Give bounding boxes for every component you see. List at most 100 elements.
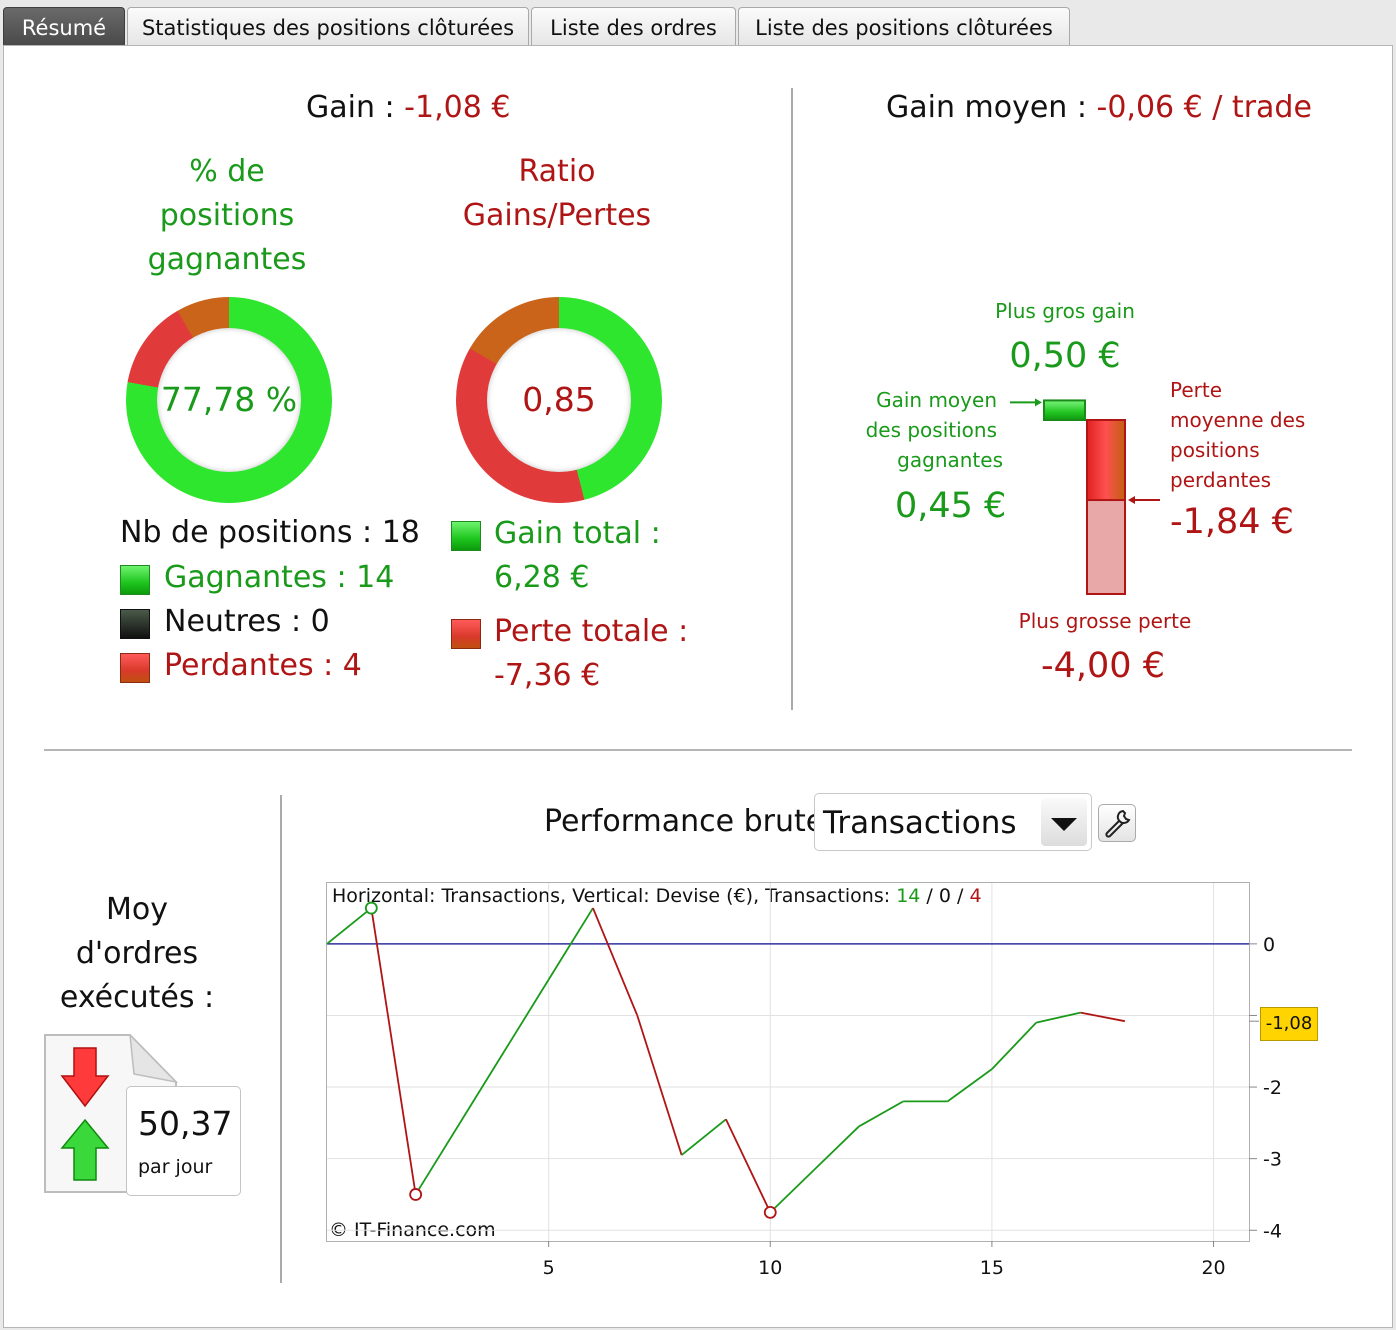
extreme-marker <box>364 901 378 915</box>
avg-loss-bar <box>1086 419 1126 502</box>
ratio-title-line: Ratio <box>518 154 596 189</box>
equity-segment <box>547 907 594 981</box>
ratio-title-line: Gains/Pertes <box>462 198 652 233</box>
chart-count-neutral: 0 <box>938 885 951 907</box>
down-arrow-icon <box>60 1047 110 1108</box>
positions-total: Nb de positions : 18 <box>120 515 420 550</box>
gain-title: Gain : -1,08 € <box>306 90 510 125</box>
orders-unit: par jour <box>138 1156 213 1178</box>
average-gain-title: Gain moyen : -0,06 € / trade <box>886 90 1312 125</box>
avg-loser-value: -1,84 € <box>1170 502 1294 542</box>
tab-order-list[interactable]: Liste des ordres <box>531 7 736 45</box>
section-divider-lower <box>280 795 282 1283</box>
winners-count: Gagnantes : 14 <box>164 560 395 595</box>
equity-segment <box>414 1122 461 1195</box>
equity-segment <box>503 979 550 1052</box>
chart-separator: / <box>920 885 939 907</box>
tab-bar: Résumé Statistiques des positions clôtur… <box>0 0 1396 46</box>
equity-segment <box>592 907 639 1016</box>
avg-loser-label-line: Perte <box>1170 378 1223 402</box>
performance-mode-select[interactable]: Transactions <box>814 793 1092 851</box>
chart-separator: / <box>950 885 970 907</box>
tab-closed-stats[interactable]: Statistiques des positions clôturées <box>127 7 529 45</box>
y-tick-label: -3 <box>1263 1149 1282 1171</box>
orders-title: Moy d'ordres exécutés : <box>37 888 237 1020</box>
y-tick-label: -4 <box>1263 1220 1282 1242</box>
gain-label: Gain : <box>306 90 405 125</box>
performance-chart-frame <box>326 882 1250 1242</box>
chevron-down-icon[interactable] <box>1041 798 1087 846</box>
avg-winner-label: Gain moyen des positions gagnantes <box>840 385 1003 475</box>
chart-count-loss: 4 <box>969 885 982 907</box>
total-loss-label: Perte totale : <box>494 614 689 649</box>
equity-segment <box>326 907 372 945</box>
equity-segment <box>1036 1011 1081 1024</box>
winners-swatch <box>120 565 150 595</box>
total-loss-value: -7,36 € <box>494 658 601 693</box>
equity-segment <box>769 1168 816 1214</box>
section-divider-horizontal <box>44 749 1352 751</box>
avg-winner-label-line: gagnantes <box>897 448 1003 472</box>
up-arrow-icon <box>60 1118 110 1181</box>
x-tick-label: 20 <box>1201 1257 1225 1279</box>
neutral-count: Neutres : 0 <box>164 604 330 639</box>
total-loss-swatch <box>451 619 481 649</box>
average-gain-label: Gain moyen : <box>886 90 1097 125</box>
ratio-donut: 0,85 <box>456 297 662 503</box>
equity-segment <box>1080 1011 1126 1023</box>
orders-card <box>126 1086 241 1196</box>
gain-value: -1,08 € <box>404 90 511 125</box>
extreme-marker <box>763 1205 777 1219</box>
equity-segment <box>459 1050 506 1124</box>
total-gain-label: Gain total : <box>494 516 661 551</box>
avg-winner-label-line: Gain moyen <box>876 388 997 412</box>
last-value-label: -1,08 <box>1260 1007 1318 1041</box>
equity-segment <box>636 1015 683 1156</box>
tab-resume[interactable]: Résumé <box>3 7 125 45</box>
equity-segment <box>370 907 417 1195</box>
avg-win-bar <box>1043 399 1086 421</box>
biggest-gain-label: Plus gros gain <box>995 299 1135 323</box>
losers-swatch <box>120 653 150 683</box>
x-tick-label: 5 <box>543 1257 555 1279</box>
ratio-title: Ratio Gains/Pertes <box>457 150 657 238</box>
wrench-icon <box>1105 809 1131 838</box>
average-gain-value: -0,06 € / trade <box>1096 90 1312 125</box>
avg-win-pointer-head <box>1035 398 1042 407</box>
equity-segment <box>725 1118 772 1213</box>
avg-winner-value: 0,45 € <box>895 486 1007 526</box>
gain-bars-diagram <box>1010 398 1160 595</box>
x-tick-label: 15 <box>980 1257 1004 1279</box>
neutral-swatch <box>120 609 150 639</box>
chart-subtitle-text: Horizontal: Transactions, Vertical: Devi… <box>332 885 897 907</box>
orders-title-line: d'ordres <box>75 936 199 971</box>
orders-title-line: Moy <box>106 892 168 927</box>
avg-loss-pointer-head <box>1128 496 1135 505</box>
equity-segment <box>681 1118 727 1156</box>
performance-chart: 5 10 15 20 0 -2 -3 -4 <box>326 883 1282 1279</box>
ratio-value: 0,85 <box>487 328 631 472</box>
win-pct-title-line: gagnantes <box>147 242 307 277</box>
y-tick-label: 0 <box>1263 934 1275 956</box>
biggest-gain-value: 0,50 € <box>1009 336 1121 376</box>
total-gain-swatch <box>451 521 481 551</box>
total-gain-value: 6,28 € <box>494 560 590 595</box>
losers-count: Perdantes : 4 <box>164 648 362 683</box>
orders-title-line: exécutés : <box>59 980 215 1015</box>
avg-loser-label-line: positions <box>1170 438 1260 462</box>
chart-subtitle: Horizontal: Transactions, Vertical: Devi… <box>332 885 982 907</box>
section-divider <box>791 88 793 710</box>
performance-label: Performance brute <box>544 804 825 839</box>
avg-loser-label-line: perdantes <box>1170 468 1272 492</box>
win-pct-title-line: % de <box>189 154 265 189</box>
chart-count-win: 14 <box>896 885 921 907</box>
extreme-marker <box>409 1188 423 1201</box>
y-tick-label: -2 <box>1263 1077 1282 1099</box>
equity-segment <box>947 1068 993 1103</box>
biggest-loss-label: Plus grosse perte <box>1018 609 1192 633</box>
tab-closed-positions[interactable]: Liste des positions clôturées <box>738 7 1070 45</box>
avg-loser-label: Perte moyenne des positions perdantes <box>1170 375 1305 495</box>
equity-segment <box>813 1125 860 1171</box>
settings-button[interactable] <box>1098 804 1136 842</box>
avg-winner-label-line: des positions <box>865 418 997 442</box>
